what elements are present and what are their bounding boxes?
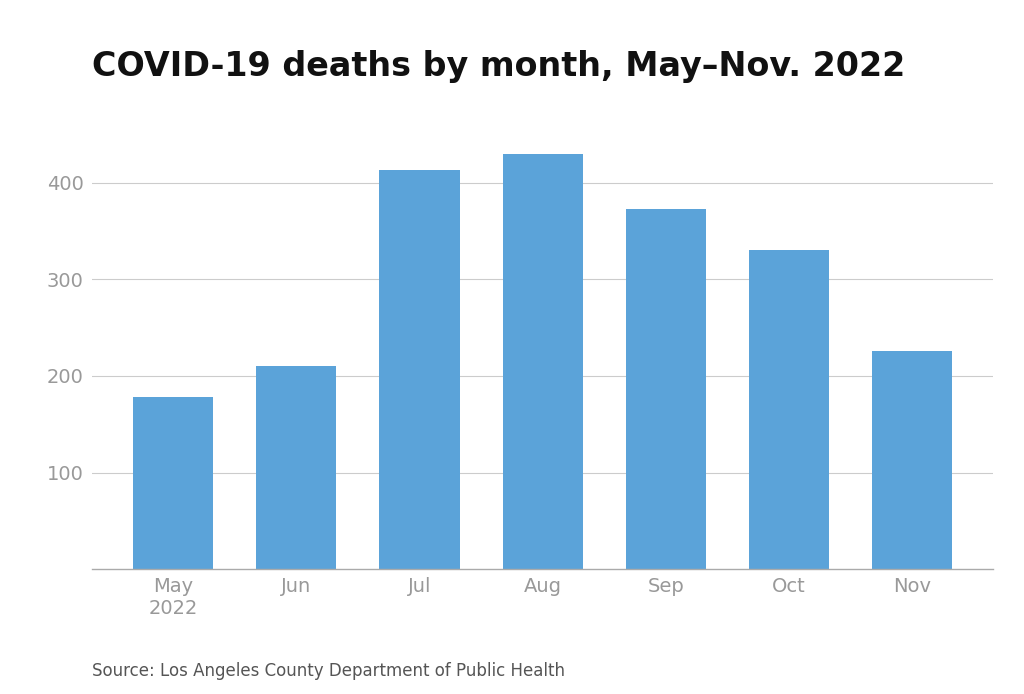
Bar — [626, 209, 706, 569]
Bar — [380, 170, 460, 569]
Bar — [133, 397, 213, 569]
Bar — [872, 351, 952, 569]
Text: COVID-19 deaths by month, May–Nov. 2022: COVID-19 deaths by month, May–Nov. 2022 — [92, 50, 905, 83]
Text: Source: Los Angeles County Department of Public Health: Source: Los Angeles County Department of… — [92, 662, 565, 680]
Bar — [503, 154, 583, 569]
Bar — [750, 251, 829, 569]
Bar — [256, 366, 336, 569]
